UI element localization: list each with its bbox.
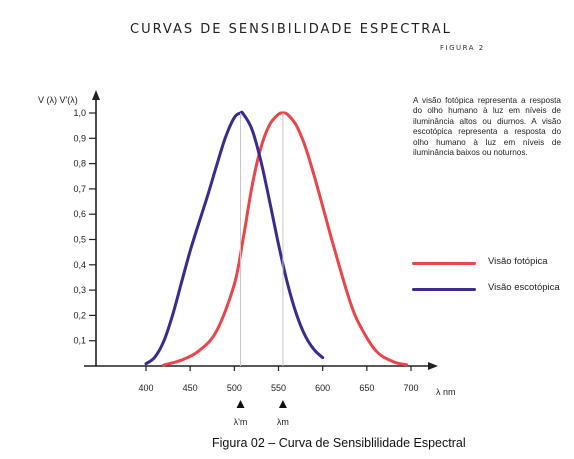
figure-caption: Figura 02 – Curva de Sensiblilidade Espe…	[212, 436, 466, 450]
y-tick-label-3: 0,3	[73, 285, 86, 295]
axes: 0,1 0,2 0,3 0,4 0,5 0,6 0,7 0,8 0,9 1,0 400 450 500 5…	[73, 90, 438, 393]
peak-marker-arrow-0	[236, 400, 245, 408]
series-scotopic-line	[144, 110, 325, 366]
y-tick-label-2: 0,2	[73, 310, 86, 320]
legend-swatch-photopic	[412, 262, 476, 265]
y-tick-label-5: 0,5	[73, 235, 86, 245]
x-tick-label-400: 400	[138, 383, 153, 393]
figure-label: FIGURA 2	[440, 44, 485, 52]
y-tick-label-7: 0,7	[73, 184, 86, 194]
y-tick-label-4: 0,4	[73, 260, 86, 270]
y-axis-arrow	[92, 90, 100, 100]
y-tick-label-6: 0,6	[73, 209, 86, 219]
series-photopic-line	[162, 111, 409, 367]
x-tick-label-450: 450	[183, 383, 198, 393]
peak-marker-label-1: λm	[277, 417, 289, 427]
legend-label-scotopic: Visão escotópica	[488, 282, 560, 293]
x-tick-label-600: 600	[315, 383, 330, 393]
peak-marker-arrow-1	[278, 400, 287, 408]
y-tick-label-10: 1,0	[73, 108, 86, 118]
page-title: CURVAS DE SENSIBILIDADE ESPECTRAL	[130, 22, 452, 37]
y-tick-label-9: 0,9	[73, 133, 86, 143]
legend-swatch-scotopic	[412, 288, 476, 291]
description-text: A visão fotópica representa a resposta d…	[413, 96, 561, 158]
peak-marker-label-0: λ'm	[234, 417, 248, 427]
x-tick-label-550: 550	[271, 383, 286, 393]
x-axis-label: λ nm	[436, 387, 456, 397]
legend-label-photopic: Visão fotópica	[488, 256, 548, 267]
x-tick-label-650: 650	[359, 383, 374, 393]
y-axis-label: V (λ) V'(λ)	[38, 95, 78, 105]
x-tick-label-700: 700	[403, 383, 418, 393]
x-axis-arrow	[428, 362, 438, 370]
series-layer	[144, 110, 409, 367]
y-tick-label-8: 0,8	[73, 159, 86, 169]
x-tick-label-500: 500	[227, 383, 242, 393]
y-tick-label-1: 0,1	[73, 336, 86, 346]
markers-layer: λ'm λm	[234, 113, 289, 427]
